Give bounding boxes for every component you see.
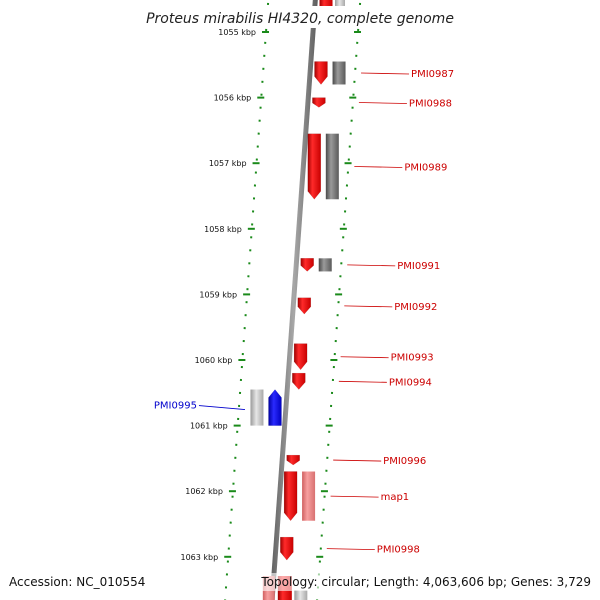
- gene-label-PMI0988[interactable]: PMI0988: [409, 99, 452, 110]
- gene-label-leader: [330, 495, 379, 498]
- scale-tick-label: 1056 kbp: [214, 94, 252, 103]
- forward-gene-arrow: [292, 372, 306, 390]
- genome-backbone: [269, 0, 318, 600]
- scale-tick-label: 1061 kbp: [190, 422, 228, 431]
- gene-label-leader: [326, 548, 375, 550]
- map-title: Proteus mirabilis HI4320, complete genom…: [146, 11, 454, 27]
- coding-region-box: [332, 61, 346, 85]
- forward-gene-arrow: [312, 97, 326, 108]
- forward-gene-arrow: [286, 454, 300, 466]
- gene-label-leader: [344, 305, 393, 308]
- inner-dotted-guide: [224, 0, 270, 600]
- gene-label-PMI0993[interactable]: PMI0993: [391, 353, 434, 364]
- gene-label-leader: [354, 166, 403, 168]
- gene-label-leader: [338, 380, 387, 383]
- scale-tick-label: 1063 kbp: [181, 553, 219, 562]
- gene-features: [250, 0, 346, 600]
- gene-label-leader: [340, 356, 389, 359]
- gene-label-PMI0996[interactable]: PMI0996: [383, 456, 426, 467]
- gene-label-leader: [358, 102, 407, 104]
- forward-gene-arrow: [307, 133, 322, 200]
- gene-label-PMI0989[interactable]: PMI0989: [404, 162, 447, 173]
- gene-labels: PMI0987 PMI0988 PMI0989 PMI0991 PMI0992 PMI09…: [154, 69, 454, 556]
- forward-gene-arrow: [300, 258, 314, 272]
- gene-label-PMI0987[interactable]: PMI0987: [411, 69, 454, 80]
- accession-text: Accession: NC_010554: [9, 575, 145, 589]
- scale-tick-label: 1055 kbp: [218, 28, 256, 37]
- forward-gene-arrow: [293, 343, 308, 371]
- accession-backdrop: [4, 573, 174, 591]
- edge-gene-fragment: [335, 0, 346, 6]
- edge-gene-fragment: [294, 590, 308, 600]
- outer-dotted-guide: [316, 0, 362, 600]
- gene-label-PMI0995[interactable]: PMI0995: [154, 401, 197, 412]
- gene-label-leader: [361, 72, 410, 75]
- title-backdrop: [140, 6, 460, 28]
- rna-feature-box: [302, 471, 316, 521]
- gene-label-leader: [198, 405, 245, 410]
- forward-gene-arrow: [314, 61, 328, 85]
- reverse-region-box: [250, 389, 264, 426]
- gene-label-PMI0991[interactable]: PMI0991: [397, 261, 440, 272]
- scale-tick-label: 1057 kbp: [209, 159, 247, 168]
- gene-label-PMI0998[interactable]: PMI0998: [377, 545, 420, 556]
- scale-tick-label: 1062 kbp: [185, 487, 223, 496]
- coding-region-box: [318, 258, 332, 272]
- gene-label-PMI0994[interactable]: PMI0994: [389, 377, 432, 388]
- scale-tick-label: 1058 kbp: [204, 225, 242, 234]
- gene-label-leader: [347, 264, 396, 267]
- forward-gene-arrow: [283, 471, 298, 522]
- scale-ticks: 1055 kbp 1056 kbp 1057 kbp 1058 kbp 1059 kbp…: [181, 28, 361, 562]
- scale-tick-label: 1059 kbp: [199, 290, 237, 299]
- topology-text: Topology: circular; Length: 4,063,606 bp…: [260, 575, 591, 589]
- reverse-gene-arrow: [268, 389, 282, 426]
- gene-label-leader: [333, 459, 382, 462]
- coding-region-box: [325, 133, 339, 200]
- gene-label-map1[interactable]: map1: [381, 492, 410, 503]
- topology-backdrop: [256, 573, 594, 591]
- forward-gene-arrow: [280, 536, 294, 561]
- edge-gene-fragment: [319, 0, 333, 6]
- scale-tick-label: 1060 kbp: [195, 356, 233, 365]
- gene-label-PMI0992[interactable]: PMI0992: [394, 302, 437, 313]
- forward-gene-arrow: [297, 297, 312, 315]
- genome-backbone-line: [269, 0, 318, 600]
